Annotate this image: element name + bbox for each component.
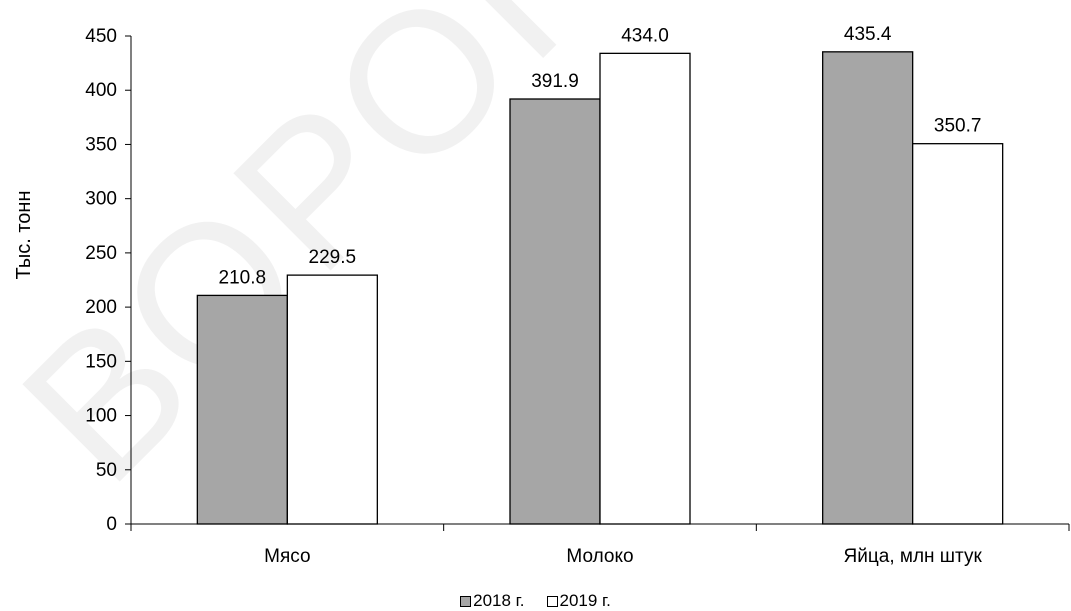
bar: [286, 274, 378, 525]
bar: [599, 52, 691, 525]
y-tick-label: 300: [85, 189, 117, 210]
y-axis-title: Тыс. тонн: [13, 191, 35, 280]
legend-swatch-2018: [460, 595, 472, 607]
legend-swatch-2019: [546, 595, 558, 607]
x-tick-label: Молоко: [566, 546, 633, 567]
legend: 2018 г. 2019 г.: [0, 592, 1071, 610]
data-label: 350.7: [934, 116, 982, 137]
bar: [822, 51, 914, 525]
data-label: 229.5: [309, 247, 357, 268]
bar: [912, 143, 1004, 525]
y-tick-label: 400: [85, 80, 117, 101]
data-label: 435.4: [844, 24, 892, 45]
y-axis: 0 50 100 150 200 250 300 350 400 450: [85, 26, 132, 535]
legend-label-2019: 2019 г.: [559, 591, 611, 610]
y-tick-label: 100: [85, 406, 117, 427]
legend-item-2019: 2019 г.: [546, 591, 611, 610]
y-tick-label: 50: [96, 460, 117, 481]
y-tick-label: 150: [85, 351, 117, 372]
y-tick-label: 200: [85, 297, 117, 318]
legend-label-2018: 2018 г.: [473, 591, 525, 610]
legend-item-2018: 2018 г.: [460, 591, 525, 610]
data-label: 391.9: [531, 71, 579, 92]
data-label: 210.8: [219, 267, 267, 288]
y-tick-label: 350: [85, 134, 117, 155]
bar: [509, 98, 601, 525]
y-tick-label: 450: [85, 26, 117, 47]
y-tick-label: 0: [106, 514, 117, 535]
bar: [196, 294, 288, 525]
x-axis: Мясо Молоко Яйца, млн штук: [130, 523, 1070, 567]
data-labels: 210.8 391.9 435.4 229.5 434.0 350.7: [219, 24, 982, 289]
bars: [196, 51, 1004, 525]
x-tick-label: Яйца, млн штук: [844, 546, 983, 567]
data-label: 434.0: [621, 25, 669, 46]
y-tick-label: 250: [85, 243, 117, 264]
x-tick-label: Мясо: [264, 546, 310, 567]
